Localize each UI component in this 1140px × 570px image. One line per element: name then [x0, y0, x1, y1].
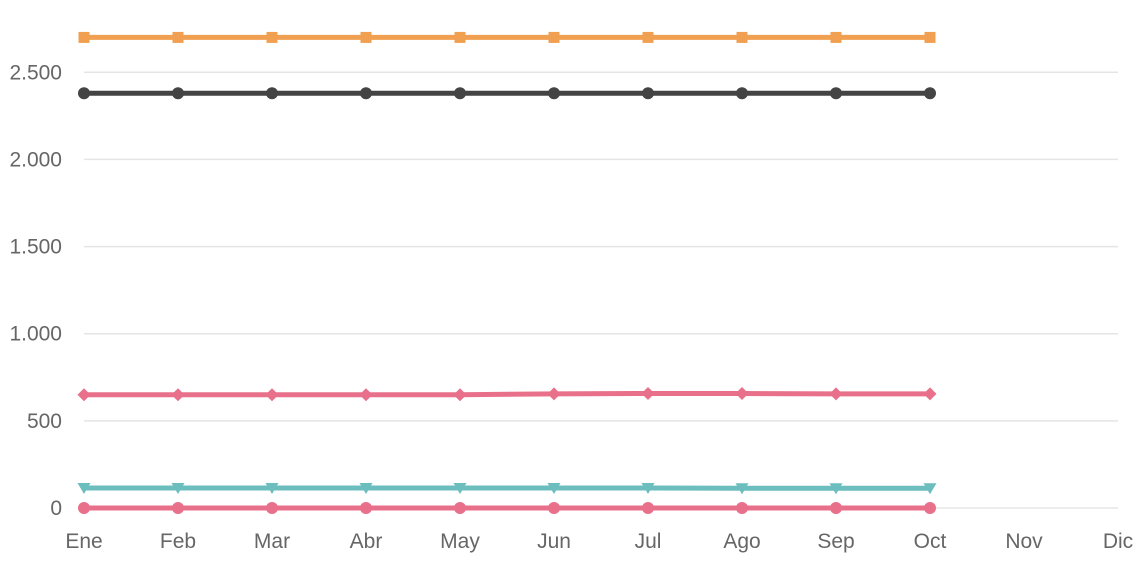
x-tick-label: Oct — [914, 530, 947, 553]
data-point — [830, 31, 842, 43]
data-point — [360, 502, 372, 514]
y-tick-label: 2.500 — [9, 61, 62, 84]
data-point — [266, 502, 278, 514]
series-3 — [77, 386, 937, 402]
data-point — [736, 31, 748, 43]
data-point — [266, 87, 278, 100]
data-point — [924, 31, 936, 43]
data-point — [547, 387, 561, 401]
x-tick-label: Mar — [254, 530, 290, 553]
data-point — [78, 31, 90, 43]
data-point — [642, 87, 654, 100]
data-point — [360, 87, 372, 100]
data-point — [736, 502, 748, 514]
data-point — [830, 502, 842, 514]
data-point — [454, 502, 466, 514]
data-point — [453, 482, 467, 494]
data-point — [359, 482, 373, 494]
x-tick-label: Nov — [1005, 530, 1043, 553]
x-tick-label: Dic — [1103, 530, 1133, 553]
data-point — [266, 31, 278, 43]
series-line — [81, 390, 933, 398]
x-axis: Ene Feb Mar Abr May Jun Jul Ago Sep Oct Nov Dic — [65, 530, 1133, 553]
series-1 — [78, 31, 936, 43]
data-point — [924, 87, 936, 100]
data-point — [736, 87, 748, 100]
y-tick-label: 2.000 — [9, 148, 62, 171]
data-point — [642, 502, 654, 514]
y-axis: 0 500 1.000 1.500 2.000 2.500 — [9, 61, 62, 520]
x-tick-label: Sep — [817, 530, 854, 553]
x-tick-label: May — [440, 530, 480, 553]
data-point — [923, 387, 937, 401]
data-point — [454, 31, 466, 43]
data-point — [265, 388, 279, 402]
data-point — [78, 502, 90, 514]
data-point — [171, 482, 185, 494]
data-point — [923, 483, 937, 495]
data-point — [172, 502, 184, 514]
x-tick-label: Jul — [635, 530, 662, 553]
series-5 — [78, 502, 936, 514]
data-point — [78, 87, 90, 100]
x-tick-label: Abr — [350, 530, 383, 553]
y-tick-label: 1.500 — [9, 236, 62, 259]
grid — [84, 71, 1118, 509]
data-point — [548, 31, 560, 43]
data-point — [641, 482, 655, 494]
data-point — [548, 87, 560, 100]
data-point — [265, 482, 279, 494]
data-point — [359, 388, 373, 402]
data-point — [830, 87, 842, 100]
data-point — [735, 483, 749, 495]
data-point — [735, 386, 749, 400]
x-tick-label: Ago — [723, 530, 760, 553]
x-tick-label: Feb — [160, 530, 196, 553]
series-group — [77, 31, 937, 514]
data-point — [641, 386, 655, 400]
y-tick-label: 0 — [50, 497, 62, 520]
data-point — [77, 482, 91, 494]
y-tick-label: 1.000 — [9, 323, 62, 346]
data-point — [829, 483, 843, 495]
data-point — [547, 482, 561, 494]
data-point — [171, 388, 185, 402]
data-point — [642, 31, 654, 43]
data-point — [360, 31, 372, 43]
data-point — [454, 87, 466, 100]
data-point — [453, 388, 467, 402]
series-2 — [78, 87, 936, 100]
x-tick-label: Jun — [537, 530, 571, 553]
data-point — [924, 502, 936, 514]
data-point — [77, 388, 91, 402]
data-point — [829, 387, 843, 401]
x-tick-label: Ene — [65, 530, 102, 553]
data-point — [172, 31, 184, 43]
data-point — [172, 87, 184, 100]
data-point — [548, 502, 560, 514]
y-tick-label: 500 — [27, 410, 62, 433]
series-4 — [77, 482, 937, 495]
